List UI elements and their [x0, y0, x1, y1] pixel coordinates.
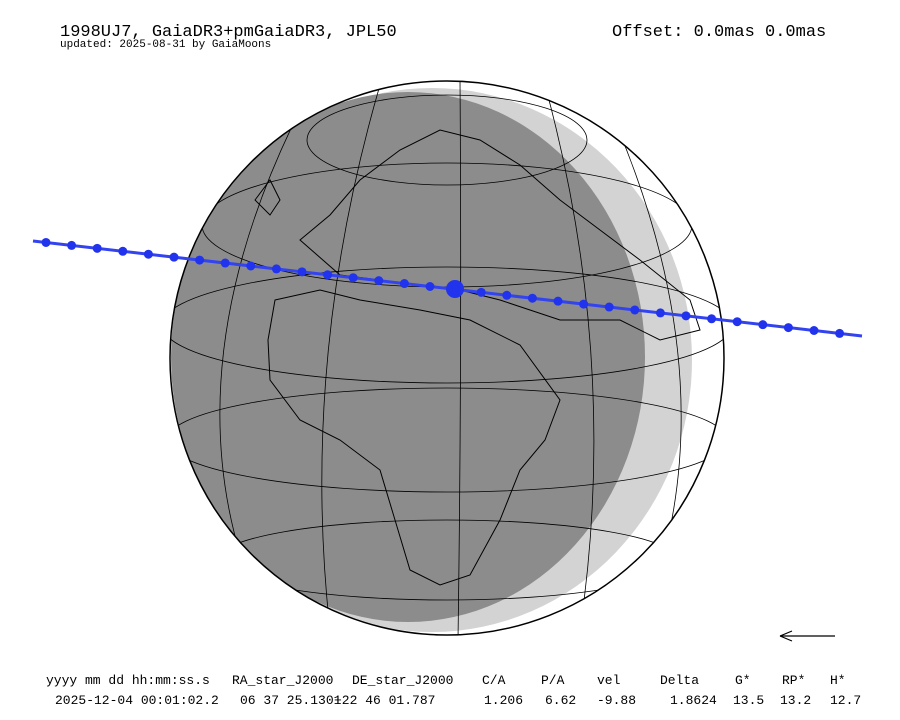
table-header: Delta: [660, 673, 699, 688]
track-dot: [655, 308, 665, 318]
track-dot: [67, 240, 77, 250]
globe-outline: [169, 80, 725, 636]
track-dot: [41, 237, 51, 247]
table-cell: 06 37 25.1301: [240, 693, 342, 708]
track-dot: [169, 252, 179, 262]
track-dot: [502, 290, 512, 300]
track-dot: [143, 249, 153, 259]
track-dot: [835, 328, 845, 338]
track-dot: [220, 258, 230, 268]
track-dot: [758, 320, 768, 330]
track-dot: [92, 243, 102, 253]
track-dot: [425, 281, 435, 291]
table-header: RP*: [782, 673, 805, 688]
table-header: vel: [597, 673, 621, 688]
table-cell: 1.8624: [670, 693, 717, 708]
table-header: H*: [830, 673, 846, 688]
track-dot: [246, 261, 256, 271]
track-dot: [604, 302, 614, 312]
table-header: P/A: [541, 673, 565, 688]
table-cell: 13.5: [733, 693, 764, 708]
track-dot: [323, 270, 333, 280]
track-dot: [271, 264, 281, 274]
offset: Offset: 0.0mas 0.0mas: [612, 23, 826, 42]
track-dot: [399, 279, 409, 289]
track-dot: [579, 299, 589, 309]
track-dot: [297, 267, 307, 277]
table-cell: 12.7: [830, 693, 861, 708]
track-dot: [809, 325, 819, 335]
track-dot: [630, 305, 640, 315]
track-dot: [783, 323, 793, 333]
table-cell: 13.2: [780, 693, 811, 708]
track-dot: [707, 314, 717, 324]
table-cell: 1.206: [484, 693, 523, 708]
track-dot: [451, 284, 461, 294]
title: 1998UJ7, GaiaDR3+pmGaiaDR3, JPL50: [60, 23, 397, 42]
track: [32, 237, 863, 338]
globe-shading: [170, 81, 724, 635]
table-header: G*: [735, 673, 751, 688]
track-dot: [527, 293, 537, 303]
table-cell: 2025-12-04 00:01:02.2: [55, 693, 219, 708]
track-dot: [732, 317, 742, 327]
direction-arrow: [779, 630, 835, 642]
event-table: yyyy mm dd hh:mm:ss.s RA_star_J2000 DE_sta…: [46, 673, 861, 708]
table-cell: -9.88: [597, 693, 636, 708]
track-dot: [118, 246, 128, 256]
track-dot: [374, 276, 384, 286]
table-header: C/A: [482, 673, 506, 688]
table-header: yyyy mm dd hh:mm:ss.s: [46, 673, 210, 688]
track-dot: [348, 273, 358, 283]
table-header: RA_star_J2000: [232, 673, 333, 688]
table-cell: +22 46 01.787: [334, 693, 435, 708]
table-cell: 6.62: [545, 693, 576, 708]
subtitle: updated: 2025-08-31 by GaiaMoons: [60, 39, 271, 51]
track-dot: [681, 311, 691, 321]
track-dot: [476, 287, 486, 297]
track-dot: [553, 296, 563, 306]
table-header: DE_star_J2000: [352, 673, 453, 688]
track-dot: [195, 255, 205, 265]
